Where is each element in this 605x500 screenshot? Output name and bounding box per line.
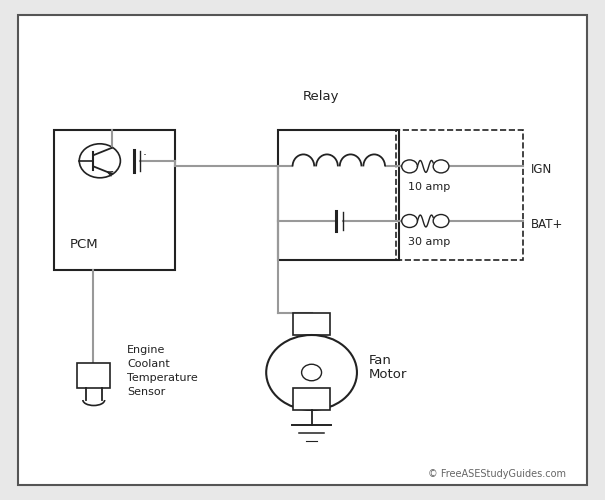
Text: © FreeASEStudyGuides.com: © FreeASEStudyGuides.com (428, 469, 566, 479)
Text: IGN: IGN (531, 163, 552, 176)
Circle shape (79, 144, 120, 178)
Text: PCM: PCM (70, 238, 98, 250)
Text: BAT+: BAT+ (531, 218, 563, 230)
Circle shape (402, 214, 417, 228)
Circle shape (266, 335, 357, 410)
Text: Relay: Relay (302, 90, 339, 103)
Circle shape (402, 160, 417, 173)
Text: Fan
Motor: Fan Motor (369, 354, 407, 382)
Bar (293, 312, 330, 335)
Bar (396, 130, 523, 260)
Text: 10 amp: 10 amp (408, 182, 450, 192)
Bar (293, 388, 330, 410)
Text: ·: · (142, 150, 146, 162)
Circle shape (301, 364, 322, 381)
Circle shape (433, 160, 449, 173)
Bar (54, 130, 175, 270)
Bar (278, 130, 399, 260)
Text: 30 amp: 30 amp (408, 237, 450, 247)
Text: Engine
Coolant
Temperature
Sensor: Engine Coolant Temperature Sensor (127, 345, 198, 397)
Circle shape (433, 214, 449, 228)
Bar (77, 362, 110, 388)
